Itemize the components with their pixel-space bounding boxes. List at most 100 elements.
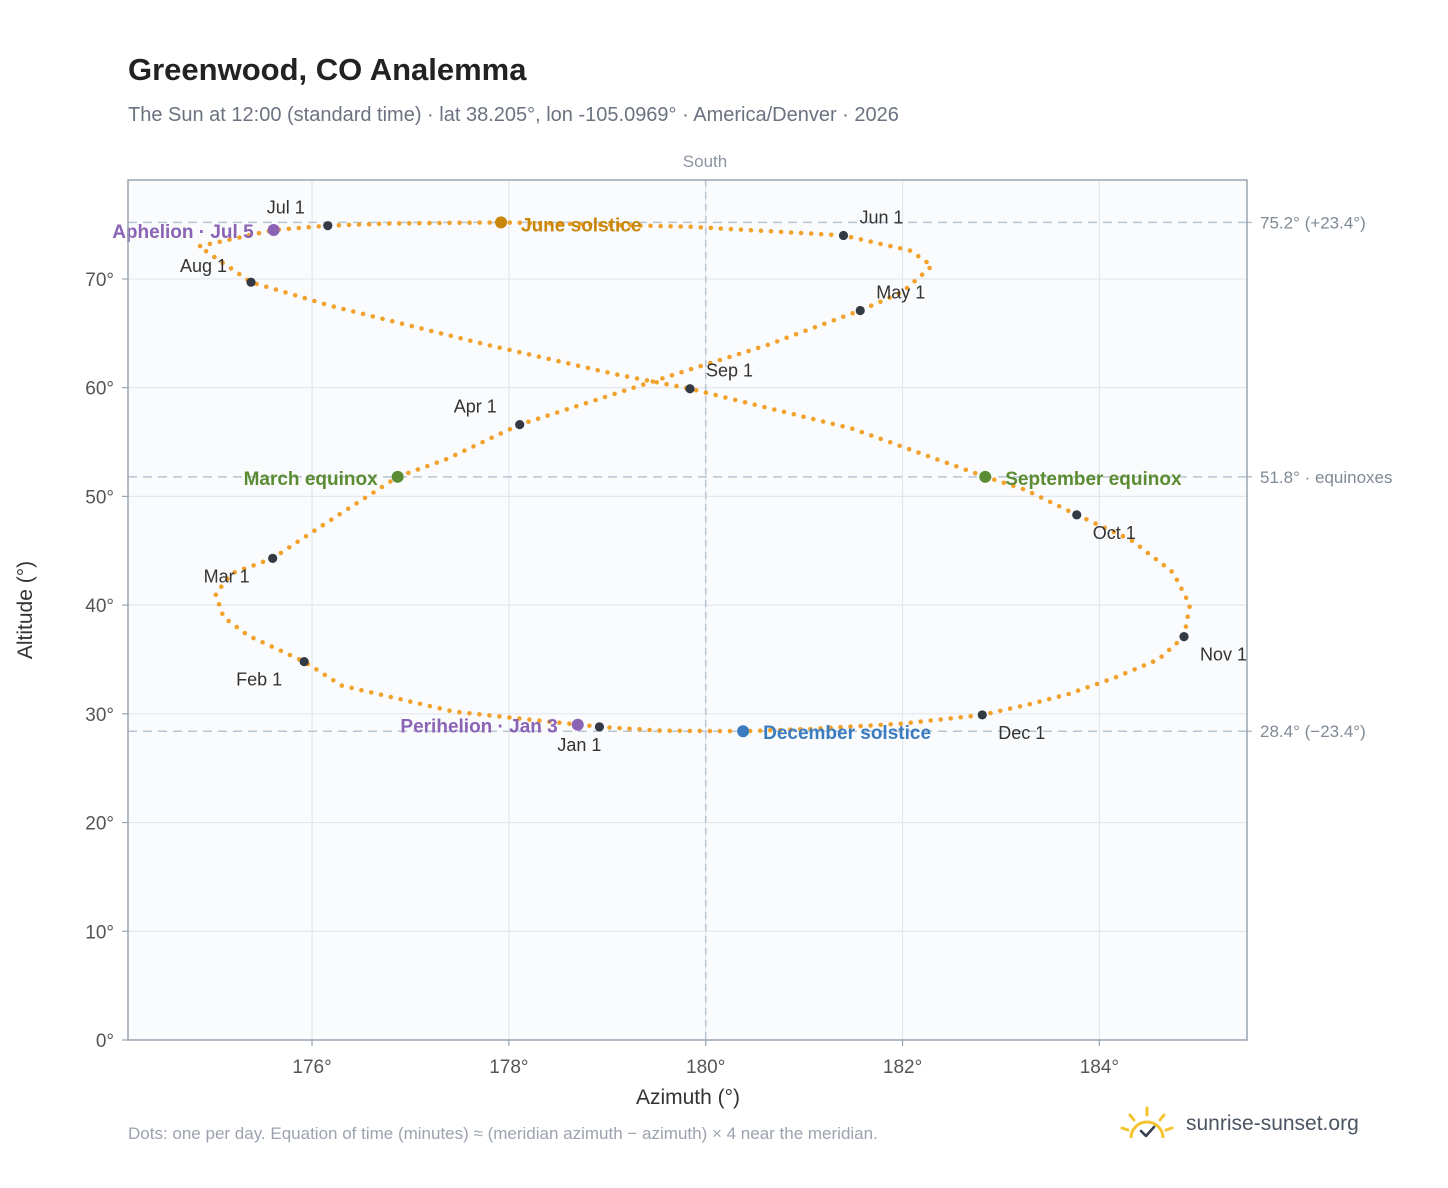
daily-dot bbox=[1104, 678, 1109, 683]
daily-dot bbox=[607, 725, 612, 730]
daily-dot bbox=[738, 227, 744, 232]
daily-dot bbox=[838, 724, 843, 730]
daily-dot bbox=[227, 237, 232, 242]
daily-dot bbox=[858, 237, 864, 242]
daily-dot bbox=[781, 409, 787, 415]
daily-dot bbox=[1047, 499, 1053, 505]
daily-dot bbox=[286, 226, 292, 232]
daily-dot bbox=[287, 652, 293, 658]
daily-dot bbox=[438, 331, 444, 336]
month-label: Oct 1 bbox=[1093, 523, 1136, 543]
daily-dot bbox=[556, 358, 561, 364]
brand[interactable]: sunrise-sunset.org bbox=[1120, 1104, 1359, 1144]
daily-dot bbox=[527, 717, 532, 722]
daily-dot bbox=[896, 291, 902, 296]
month-marker bbox=[977, 710, 987, 720]
daily-dot bbox=[774, 339, 780, 344]
daily-dot bbox=[713, 392, 718, 398]
reference-line-label: 28.4° (−23.4°) bbox=[1260, 722, 1366, 741]
daily-dot bbox=[260, 640, 265, 645]
daily-dot bbox=[888, 722, 893, 727]
daily-dot bbox=[437, 220, 442, 226]
daily-dot bbox=[828, 725, 833, 731]
daily-dot bbox=[251, 563, 256, 568]
daily-dot bbox=[226, 618, 231, 624]
daily-dot bbox=[938, 717, 943, 722]
daily-dot bbox=[487, 343, 493, 348]
brand-name[interactable]: sunrise-sunset.org bbox=[1186, 1112, 1359, 1135]
daily-dot bbox=[906, 446, 912, 452]
daily-dot bbox=[818, 231, 824, 237]
footnote: Dots: one per day. Equation of time (min… bbox=[128, 1124, 878, 1143]
daily-dot bbox=[768, 229, 774, 234]
daily-dot bbox=[371, 490, 376, 495]
daily-dot bbox=[988, 710, 993, 716]
daily-dot bbox=[354, 501, 359, 506]
daily-dot bbox=[587, 723, 592, 729]
daily-dot bbox=[916, 253, 921, 259]
daily-dot bbox=[217, 239, 222, 245]
daily-dot bbox=[762, 404, 767, 410]
daily-dot bbox=[366, 221, 372, 227]
daily-dot bbox=[467, 711, 472, 716]
daily-dot bbox=[1113, 674, 1119, 680]
daily-dot bbox=[1187, 604, 1192, 610]
daily-dot bbox=[536, 354, 542, 360]
y-tick-label: 10° bbox=[85, 922, 114, 943]
event-label: September equinox bbox=[1005, 469, 1182, 490]
daily-dot bbox=[547, 719, 552, 724]
month-marker bbox=[323, 221, 333, 231]
daily-dot bbox=[898, 721, 903, 726]
daily-dot bbox=[907, 248, 913, 253]
daily-dot bbox=[928, 718, 933, 723]
daily-dot bbox=[427, 220, 432, 226]
daily-dot bbox=[878, 722, 883, 728]
daily-dot bbox=[1179, 586, 1184, 592]
reference-lines: 75.2° (+23.4°) 51.8° · equinoxes 28.4° (−2… bbox=[128, 180, 1393, 1040]
daily-dot bbox=[798, 727, 803, 732]
month-marker bbox=[685, 384, 695, 394]
reference-line-label: 75.2° (+23.4°) bbox=[1260, 213, 1366, 232]
daily-dot bbox=[868, 303, 874, 309]
daily-dot bbox=[788, 727, 793, 732]
daily-dot bbox=[697, 728, 703, 734]
daily-dot bbox=[329, 517, 334, 522]
event-label: Aphelion · Jul 5 bbox=[112, 222, 254, 243]
daily-dot bbox=[507, 715, 512, 720]
daily-dot bbox=[746, 348, 751, 354]
daily-dot bbox=[925, 453, 931, 459]
y-tick-label: 40° bbox=[85, 596, 114, 617]
daily-dot bbox=[677, 728, 682, 734]
daily-dot bbox=[648, 223, 653, 229]
daily-dot bbox=[306, 224, 312, 230]
daily-dot bbox=[887, 295, 892, 300]
daily-dot bbox=[687, 728, 693, 734]
daily-dot bbox=[869, 433, 874, 438]
daily-dot bbox=[605, 370, 610, 375]
event-marker bbox=[495, 216, 507, 229]
daily-dot bbox=[897, 246, 903, 251]
daily-dot bbox=[707, 728, 713, 734]
daily-dot bbox=[767, 728, 773, 733]
daily-dot bbox=[968, 713, 973, 719]
daily-dot bbox=[732, 397, 738, 403]
daily-dot bbox=[256, 230, 262, 236]
month-marker bbox=[299, 657, 309, 667]
daily-dot bbox=[758, 228, 764, 234]
daily-dot bbox=[727, 354, 732, 360]
month-label: Jul 1 bbox=[267, 198, 305, 218]
x-tick-label: 178° bbox=[489, 1057, 528, 1078]
daily-dot bbox=[1161, 562, 1167, 568]
daily-dot bbox=[908, 720, 913, 725]
daily-dot bbox=[1038, 495, 1044, 500]
month-marker bbox=[246, 277, 256, 287]
daily-dot bbox=[1094, 681, 1100, 687]
daily-dot bbox=[417, 220, 422, 226]
daily-dot bbox=[793, 332, 799, 337]
daily-dot bbox=[339, 683, 345, 688]
daily-dot bbox=[717, 728, 723, 734]
month-label: Sep 1 bbox=[706, 361, 753, 381]
daily-dot bbox=[667, 728, 672, 733]
daily-dot bbox=[1183, 595, 1189, 600]
daily-dot bbox=[219, 584, 224, 589]
